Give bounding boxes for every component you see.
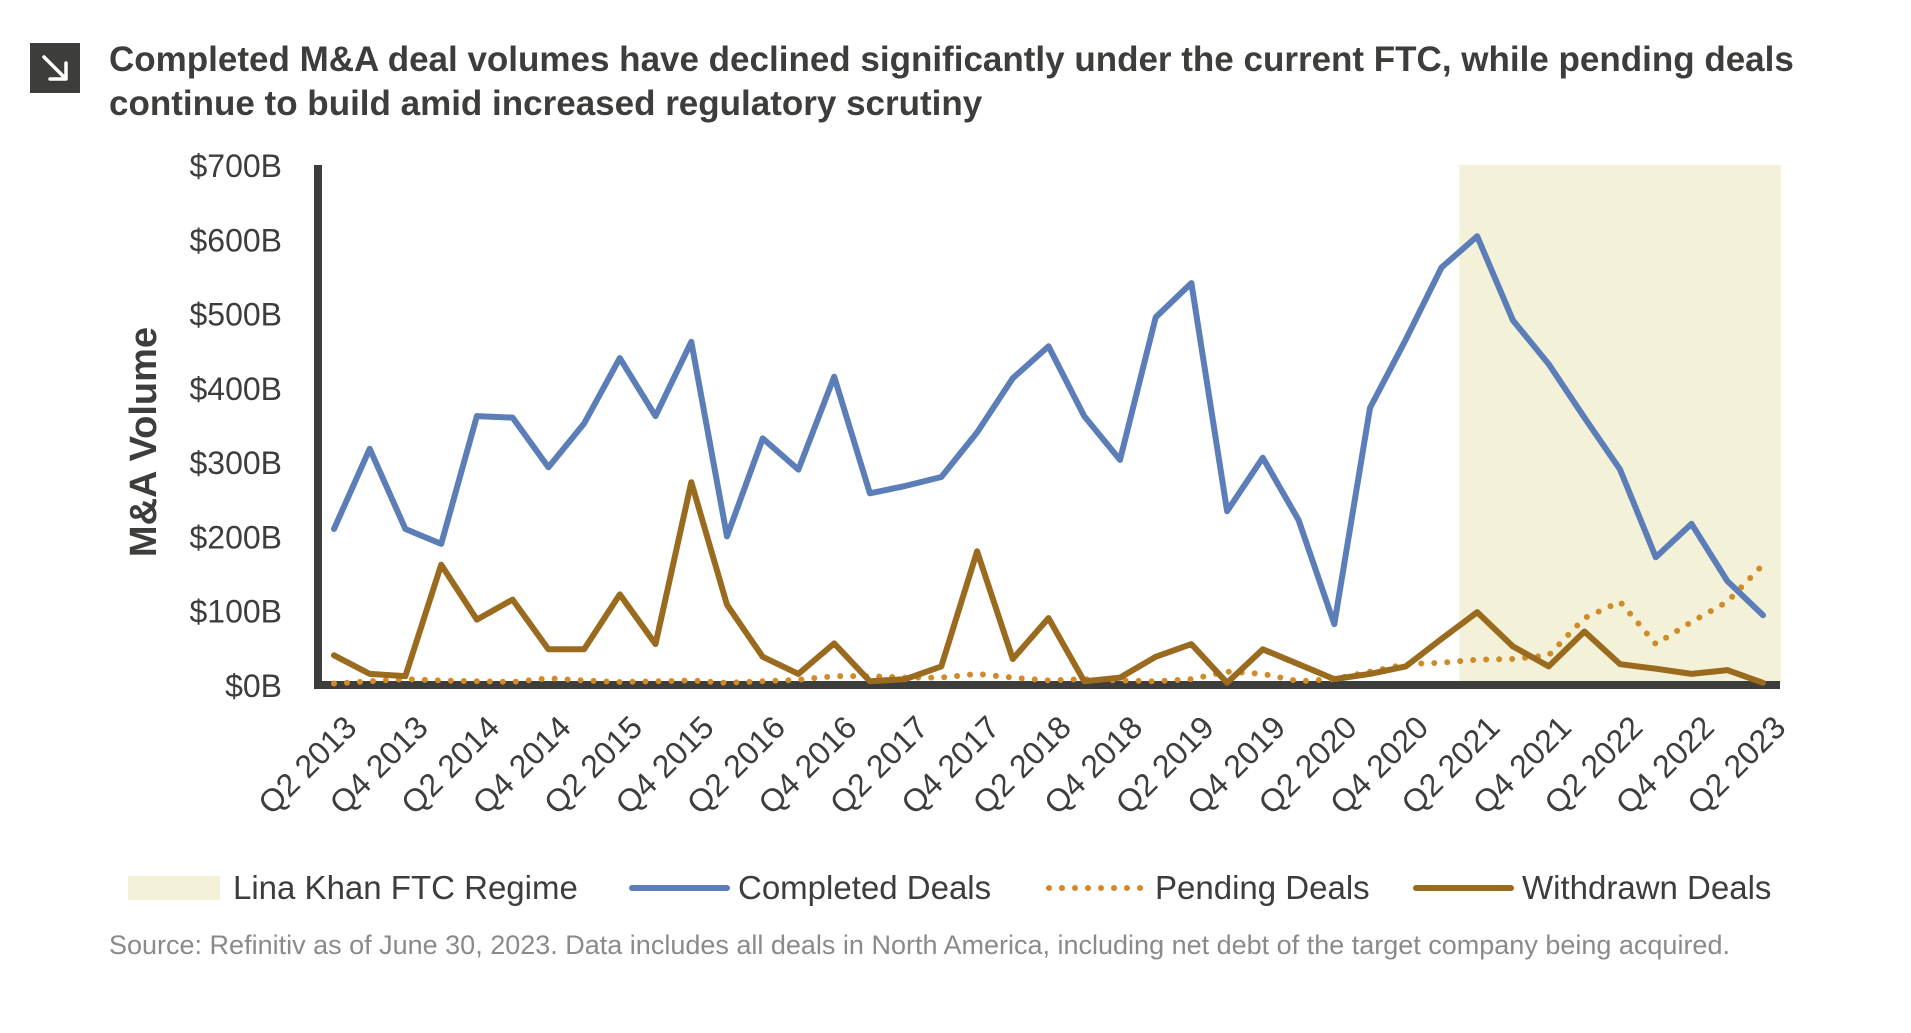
y-tick-label: $500B (189, 297, 282, 333)
series-line-withdrawn-deals (331, 479, 1766, 686)
legend-label-pending-deals: Pending Deals (1155, 869, 1370, 906)
series-line-completed-deals (331, 233, 1766, 628)
regime-shading-layer (1459, 165, 1781, 685)
legend-label-withdrawn-deals: Withdrawn Deals (1522, 869, 1771, 906)
axes (314, 165, 1780, 689)
legend-swatch-regime (128, 876, 220, 900)
y-tick-label: $700B (189, 148, 282, 184)
y-tick-label: $100B (189, 594, 282, 630)
legend-label-regime: Lina Khan FTC Regime (233, 869, 578, 906)
chart-title: Completed M&A deal volumes have declined… (109, 40, 1794, 123)
series-line-pending-deals (331, 561, 1766, 687)
y-tick-label: $0B (225, 668, 282, 704)
arrow-down-right-icon (30, 43, 80, 93)
y-tick-label: $200B (189, 519, 282, 555)
series-lines (331, 233, 1766, 687)
y-tick-label: $600B (189, 222, 282, 258)
source-note: Source: Refinitiv as of June 30, 2023. D… (109, 930, 1730, 960)
lina-khan-regime-shading (1459, 165, 1781, 685)
legend-label-completed-deals: Completed Deals (738, 869, 991, 906)
y-tick-label: $400B (189, 371, 282, 407)
y-axis-label: M&A Volume (123, 327, 165, 557)
y-axis-labels: $0B $100B $200B $300B $400B $500B $600B $700B (189, 148, 282, 704)
y-tick-label: $300B (189, 445, 282, 481)
legend: Lina Khan FTC Regime Completed Deals Pendi… (128, 869, 1771, 906)
